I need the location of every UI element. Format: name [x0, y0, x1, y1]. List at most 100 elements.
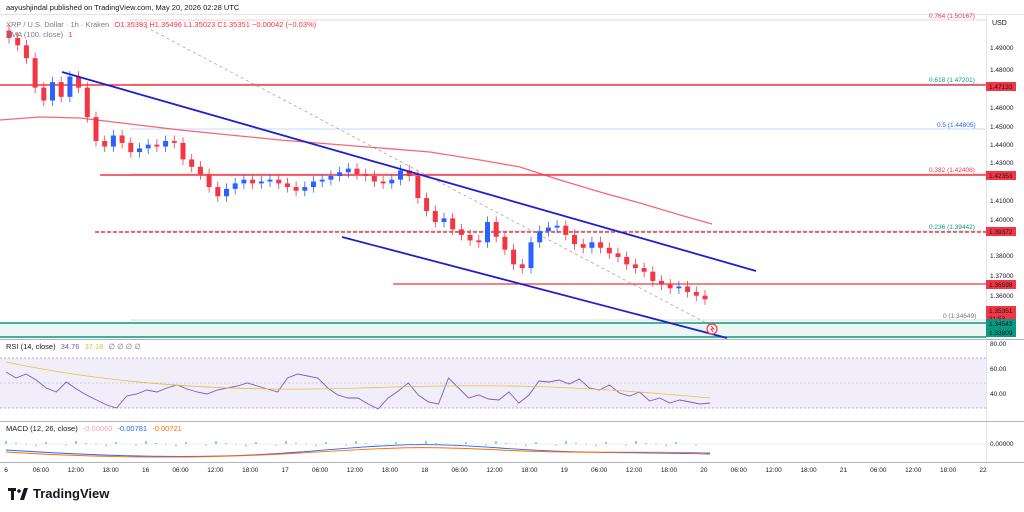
candle-body: [102, 141, 108, 147]
candle-body: [485, 222, 490, 243]
macd-histogram-value: -0.00060: [82, 424, 113, 433]
candle-body: [450, 218, 456, 230]
candle-body: [371, 176, 377, 182]
candle-body: [32, 58, 38, 88]
candle-body: [137, 148, 142, 153]
price-tick-2: 1.46000: [990, 105, 1014, 112]
time-tick-23: 18:00: [800, 467, 817, 474]
candle-body: [502, 236, 508, 250]
candle-body: [58, 82, 64, 97]
candle-body: [458, 229, 464, 235]
candle-body: [267, 179, 273, 182]
candle-body: [580, 244, 586, 248]
candle-body: [563, 225, 569, 235]
sma-label: SMA (100, close): [6, 30, 64, 39]
macd-label: MACD (12, 26, close): [6, 424, 78, 433]
macd-legend[interactable]: MACD (12, 26, close) -0.00060 -0.00781 -…: [6, 424, 182, 433]
price-tick-8: 1.38000: [990, 253, 1014, 260]
candle-body: [667, 284, 673, 289]
tradingview-logo-icon: [8, 487, 28, 500]
time-tick-8: 17: [282, 467, 290, 474]
candle-body: [650, 271, 656, 281]
candle-body: [67, 76, 73, 97]
candle-body: [337, 172, 343, 176]
price-label-bg-2: [986, 227, 1016, 236]
fib-label-0: 0.764 (1.50167): [929, 13, 975, 20]
candle-body: [258, 181, 264, 184]
candle-body: [293, 187, 299, 191]
candle-body: [511, 249, 517, 265]
candle-body: [15, 37, 21, 46]
price-label-4: 1.35351: [989, 308, 1013, 315]
price-label-bg-5: [986, 314, 1016, 323]
candle-body: [432, 210, 438, 223]
price-label-2: 1.39372: [989, 229, 1013, 236]
time-tick-1: 06:00: [33, 467, 50, 474]
price-label-bg-4: [986, 306, 1016, 315]
candle-body: [354, 168, 360, 175]
candle-body: [23, 45, 29, 59]
price-tick-10: 1.36000: [990, 293, 1014, 300]
symbol-legend[interactable]: XRP / U.S. Dollar · 1h · Kraken O1.35393…: [6, 20, 316, 29]
macd-line: [5, 444, 711, 457]
candle-body: [241, 179, 247, 184]
candle-body: [180, 142, 186, 160]
time-tick-26: 12:00: [905, 467, 922, 474]
tradingview-logo[interactable]: TradingView: [8, 486, 109, 501]
time-tick-5: 06:00: [172, 467, 189, 474]
candle-body: [319, 179, 325, 182]
candle-body: [76, 76, 82, 88]
candle-body: [615, 253, 621, 257]
candle-body: [154, 144, 160, 147]
candle-body: [493, 222, 499, 237]
time-tick-19: 18:00: [661, 467, 678, 474]
currency-label[interactable]: USD: [992, 20, 1007, 27]
candle-body: [302, 187, 308, 191]
candle-body: [41, 87, 47, 101]
candle-body: [441, 218, 447, 223]
candle-body: [232, 183, 238, 189]
tradingview-logo-text: TradingView: [33, 486, 110, 501]
rsi-tick-2: 40.00: [990, 391, 1007, 398]
time-tick-11: 18:00: [382, 467, 399, 474]
candle-body: [119, 135, 125, 143]
price-label-1: 1.42353: [989, 173, 1013, 180]
candle-body: [589, 242, 595, 248]
fib-label-3: 0.382 (1.42408): [929, 167, 975, 174]
candle-body: [606, 247, 612, 254]
candle-body: [519, 264, 525, 269]
candle-body: [311, 181, 316, 188]
publisher-byline: aayushjindal published on TradingView.co…: [6, 3, 240, 12]
price-tick-1: 1.48000: [990, 67, 1014, 74]
price-tick-3: 1.45000: [990, 124, 1014, 131]
symbol-name: XRP / U.S. Dollar · 1h · Kraken: [6, 20, 110, 29]
time-tick-2: 12:00: [68, 467, 85, 474]
price-tick-4: 1.44000: [990, 142, 1014, 149]
rsi-legend[interactable]: RSI (14, close) 34.76 37.18 ∅ ∅ ∅ ∅: [6, 342, 141, 351]
time-tick-24: 21: [840, 467, 848, 474]
candle-body: [128, 142, 134, 153]
candle-body: [215, 187, 221, 197]
candle-body: [380, 181, 386, 184]
macd-signal-value: -0.00721: [152, 424, 182, 433]
rsi-ma-line: [5, 361, 711, 399]
time-tick-10: 12:00: [347, 467, 364, 474]
time-tick-27: 18:00: [940, 467, 957, 474]
candle-body: [545, 227, 551, 232]
time-tick-14: 12:00: [486, 467, 503, 474]
fib-label-4: 0.236 (1.39442): [929, 224, 975, 231]
candle-body: [424, 198, 430, 211]
price-label-0: 1.47133: [989, 84, 1013, 91]
price-label-bg-7: [986, 328, 1016, 337]
time-tick-9: 06:00: [312, 467, 329, 474]
sma-legend[interactable]: SMA (100, close) 1: [6, 30, 72, 39]
price-label-7: 1.33809: [989, 330, 1013, 337]
price-tick-5: 1.43000: [990, 160, 1014, 167]
time-tick-13: 06:00: [451, 467, 468, 474]
fib-label-2: 0.5 (1.44805): [937, 122, 976, 129]
candle-body: [702, 295, 708, 300]
ohlc-values: O1.35393 H1.35496 L1.35023 C1.35351 −0.0…: [114, 20, 317, 29]
candle-body: [84, 87, 90, 118]
